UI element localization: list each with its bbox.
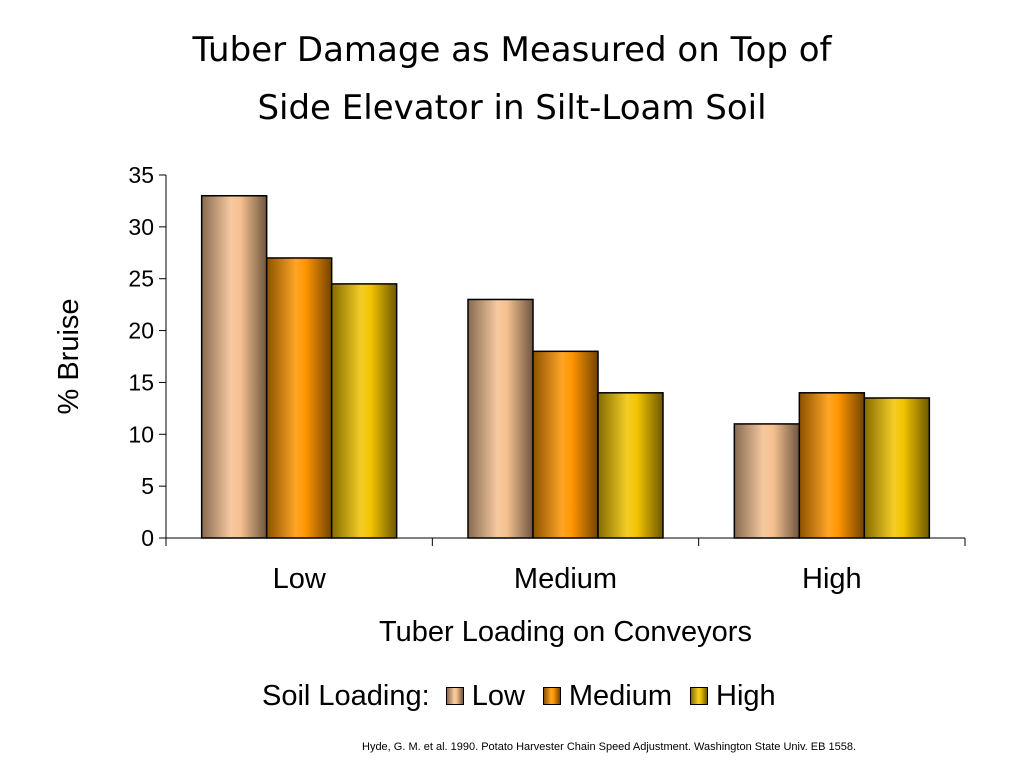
bar-low-medium [265, 257, 333, 539]
y-tick-label: 25 [128, 266, 154, 292]
legend-swatch-low [445, 687, 464, 705]
y-tick-label: 30 [128, 214, 154, 240]
bar-medium-low [467, 298, 534, 539]
x-tick-label: Medium [514, 563, 617, 595]
citation: Hyde, G. M. et al. 1990. Potato Harveste… [362, 741, 857, 753]
y-tick-label: 20 [128, 318, 154, 344]
legend-item-medium: Medium [542, 679, 673, 713]
chart-title-line-1: Tuber Damage as Measured on Top of [192, 30, 832, 70]
bar-medium-medium [532, 350, 599, 539]
bar-high-high [863, 397, 931, 539]
legend-label-high: High [716, 679, 776, 712]
y-tick-label: 35 [128, 162, 154, 188]
legend-item-low: Low [445, 679, 525, 713]
x-tick-label: Low [273, 563, 327, 595]
bar-high-low [733, 423, 801, 539]
y-tick-label: 10 [128, 421, 154, 447]
y-tick-label: 15 [128, 369, 154, 395]
bar-high-medium [798, 392, 866, 539]
chart-title-line-2: Side Elevator in Silt-Loam Soil [257, 88, 767, 128]
legend-swatch-medium [542, 687, 561, 705]
legend-prefix: Soil Loading: [262, 679, 430, 712]
legend-label-low: Low [471, 679, 525, 712]
legend-item-high: High [690, 680, 776, 713]
legend-label-medium: Medium [568, 679, 673, 712]
legend: Soil Loading: Low Medium High [262, 676, 794, 716]
y-axis-label: % Bruise [53, 298, 85, 414]
bar-low-high [330, 283, 398, 539]
y-tick-label: 5 [141, 473, 154, 499]
y-tick-label: 0 [141, 525, 154, 551]
bar-low-low [200, 194, 268, 539]
legend-swatch-high [690, 687, 709, 705]
bar-medium-high [597, 392, 664, 539]
x-tick-label: High [802, 563, 862, 595]
x-axis-label: Tuber Loading on Conveyors [379, 616, 752, 648]
